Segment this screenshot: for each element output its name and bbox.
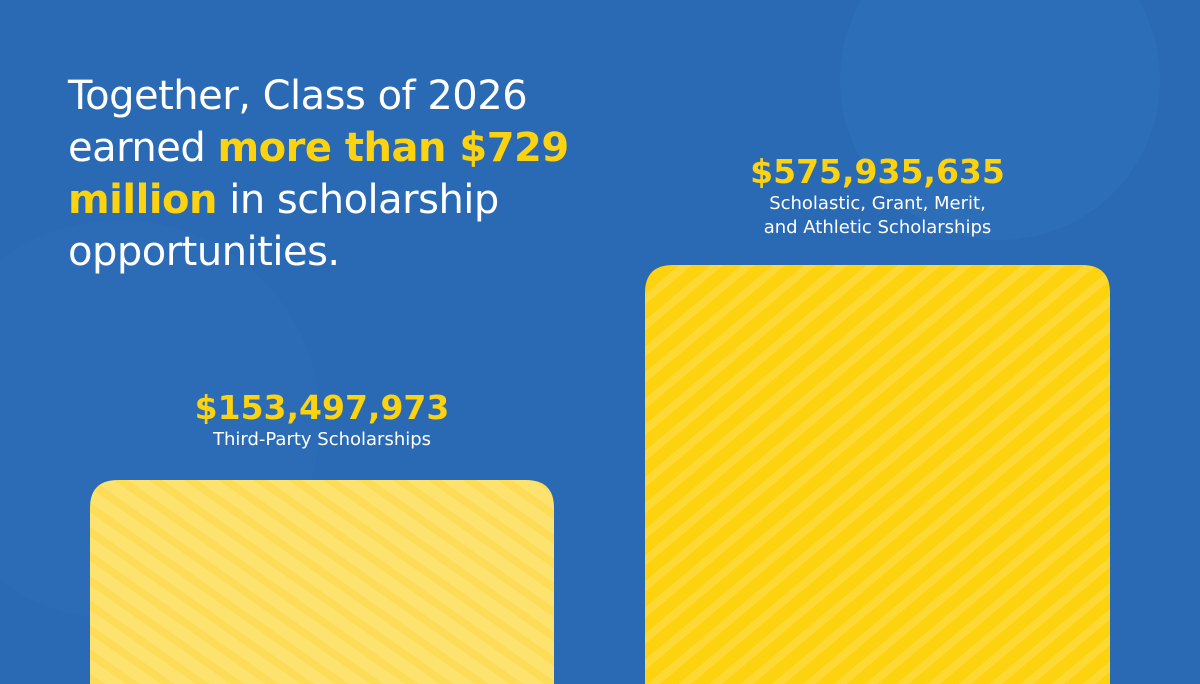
headline-highlight: million [68,177,217,223]
headline-text: earned [68,125,218,171]
headline-text: Together, Class of 2026 [68,73,528,119]
label: Third-Party Scholarships [212,429,432,450]
headline-highlight: more than $729 [217,125,569,171]
item: $575,935,635 Scholastic, Grant, Merit, a… [645,152,1110,240]
label: and Athletic Scholarships [763,217,992,238]
amount: $575,935,635 [750,152,1005,191]
headline-text: in scholarship [216,177,499,223]
item: $153,497,973 Third-Party Scholarships [90,388,554,452]
headline: Together, Class of 2026 earned more than… [68,70,569,278]
decor [840,0,1160,240]
headline-text: opportunities. [68,229,340,275]
label: Scholastic, Grant, Merit, [769,193,986,214]
bar [645,265,1110,684]
amount: $153,497,973 [194,388,450,427]
bar [90,480,554,684]
